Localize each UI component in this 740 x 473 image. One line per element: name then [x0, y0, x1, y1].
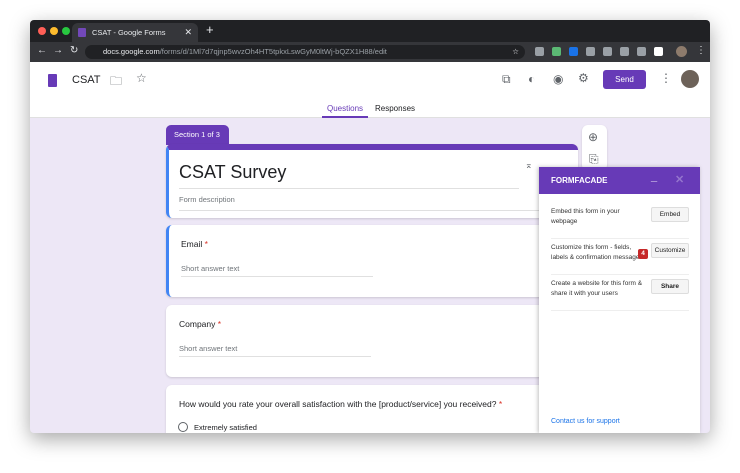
share-row: Create a website for this form & share i… [551, 275, 689, 311]
reload-icon[interactable]: ↻ [70, 45, 79, 56]
question-card-satisfaction[interactable]: How would you rate your overall satisfac… [166, 385, 578, 433]
address-bar-row: ← → ↻ docs.google.com/forms/d/1Ml7d7qjnp… [30, 42, 710, 62]
more-options-icon[interactable]: ⋮ [660, 71, 672, 85]
radio-option[interactable] [178, 422, 188, 432]
close-window-button[interactable] [38, 27, 46, 35]
folder-icon[interactable]: 🗀 [110, 74, 123, 88]
forward-icon[interactable]: → [53, 45, 63, 56]
forms-favicon-icon [78, 28, 86, 37]
floating-toolbar: ⊕ ⎘ [582, 125, 607, 171]
add-question-icon[interactable]: ⊕ [588, 130, 599, 144]
embed-button[interactable]: Embed [651, 207, 689, 222]
notification-badge: 4 [638, 249, 648, 259]
tab-bar: CSAT - Google Forms ✕ + [30, 20, 710, 42]
addon-puzzle-icon[interactable]: ⧉ [502, 72, 511, 86]
tab-title: CSAT - Google Forms [92, 28, 166, 37]
doc-title[interactable]: CSAT [72, 74, 101, 86]
extension-icon[interactable] [569, 47, 578, 56]
divider [181, 276, 373, 277]
extension-icon[interactable] [654, 47, 663, 56]
url-input[interactable]: docs.google.com/forms/d/1Ml7d7qjnp5wvzOh… [85, 45, 525, 59]
question-label: Company * [179, 319, 222, 329]
option-label: Extremely satisfied [194, 423, 257, 432]
row-text: Customize this form - fields, labels & c… [551, 244, 640, 261]
new-tab-icon[interactable]: + [206, 22, 214, 37]
question-card-company[interactable]: Company * Short answer text [166, 305, 578, 377]
send-button[interactable]: Send [603, 70, 646, 89]
extension-icon[interactable] [552, 47, 561, 56]
bookmark-star-icon[interactable]: ☆ [512, 47, 519, 56]
active-tab-indicator [322, 116, 368, 118]
browser-window: CSAT - Google Forms ✕ + ← → ↻ docs.google… [30, 20, 710, 433]
question-label: Email * [181, 239, 208, 249]
form-title[interactable]: CSAT Survey [179, 162, 287, 182]
embed-row: Embed this form in your webpage Embed [551, 203, 689, 239]
forms-logo-icon[interactable] [48, 74, 57, 87]
tab-responses[interactable]: Responses [375, 104, 416, 113]
extension-icon[interactable] [620, 47, 629, 56]
browser-menu-icon[interactable]: ⋮ [696, 45, 706, 56]
customize-button[interactable]: Customize [651, 243, 689, 258]
url-path: /forms/d/1Ml7d7qjnp5wvzOh4HT5tpkxLswGyM0… [159, 47, 387, 56]
maximize-window-button[interactable] [62, 27, 70, 35]
form-description-input[interactable]: Form description [179, 195, 235, 204]
divider [179, 356, 371, 357]
import-questions-icon[interactable]: ⎘ [589, 152, 599, 166]
formfacade-panel: FORMFACADE _ ✕ Embed this form in your w… [539, 167, 700, 433]
tab-questions[interactable]: Questions [327, 104, 364, 113]
preview-eye-icon[interactable]: ◉ [553, 72, 564, 86]
close-icon[interactable]: ✕ [675, 174, 685, 186]
panel-header: FORMFACADE _ ✕ [539, 167, 700, 194]
panel-title: FORMFACADE [551, 176, 608, 185]
close-tab-icon[interactable]: ✕ [184, 27, 192, 37]
minimize-icon[interactable]: _ [651, 171, 658, 183]
share-button[interactable]: Share [651, 279, 689, 294]
forms-header: CSAT 🗀 ☆ ⧉ ◐ ◉ ⚙ Send ⋮ Questions Respon… [30, 62, 710, 118]
avatar[interactable] [681, 70, 699, 88]
settings-gear-icon[interactable]: ⚙ [578, 71, 589, 85]
palette-icon[interactable]: ◐ [528, 72, 536, 86]
browser-tab[interactable]: CSAT - Google Forms ✕ [72, 23, 198, 42]
divider [179, 210, 549, 211]
support-link[interactable]: Contact us for support [551, 418, 620, 425]
short-answer-placeholder: Short answer text [179, 344, 238, 353]
url-host: docs.google.com [103, 47, 160, 56]
extension-icon[interactable] [535, 47, 544, 56]
extension-icon[interactable] [586, 47, 595, 56]
extension-icon[interactable] [637, 47, 646, 56]
row-text: Create a website for this form & share i… [551, 280, 643, 297]
divider [179, 188, 519, 189]
profile-avatar[interactable] [676, 46, 687, 57]
customize-row: Customize this form - fields, labels & c… [551, 239, 689, 275]
back-icon[interactable]: ← [37, 45, 47, 56]
question-card-email[interactable]: Email * Short answer text [166, 225, 578, 297]
collapse-icon[interactable]: ⌅ [525, 160, 533, 170]
star-icon[interactable]: ☆ [136, 71, 147, 85]
extension-icon[interactable] [603, 47, 612, 56]
section-label: Section 1 of 3 [166, 125, 229, 145]
form-title-card[interactable]: CSAT Survey Form description ⌅ [166, 144, 578, 218]
question-label: How would you rate your overall satisfac… [179, 399, 503, 409]
row-text: Embed this form in your webpage [551, 208, 620, 225]
minimize-window-button[interactable] [50, 27, 58, 35]
short-answer-placeholder: Short answer text [181, 264, 240, 273]
